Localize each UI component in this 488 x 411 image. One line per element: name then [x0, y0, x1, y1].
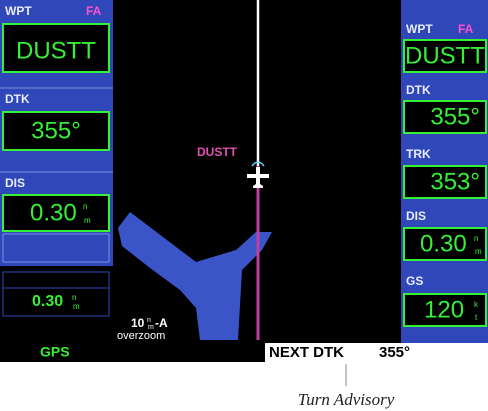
field-unit: m	[84, 216, 91, 225]
field-unit: n	[83, 202, 87, 211]
field-unit: k	[474, 300, 479, 309]
field-box	[2, 271, 110, 289]
caption: Turn Advisory	[298, 390, 395, 409]
field-unit: n	[474, 234, 478, 243]
field-box	[403, 100, 487, 134]
field-box	[403, 227, 487, 261]
field-flag: FA	[86, 4, 102, 18]
waypoint-symbol	[251, 161, 265, 167]
field-label: GS	[406, 274, 423, 288]
field-value: 0.30	[30, 199, 77, 226]
range: 10	[131, 316, 145, 330]
field-unit: t	[475, 313, 478, 322]
waypoint-label: DUSTT	[197, 145, 238, 159]
field-label: DIS	[406, 209, 426, 223]
range-unit: m	[148, 324, 154, 331]
field-box	[2, 194, 110, 232]
field-label: TRK	[406, 147, 431, 161]
range-suffix: -A	[155, 316, 168, 330]
message-value: 355°	[379, 344, 410, 361]
field-value: 0.30	[32, 293, 63, 310]
field-label: DTK	[406, 83, 431, 97]
range-unit: n	[147, 317, 151, 324]
field-flag: FA	[458, 22, 474, 36]
field-label: WPT	[406, 22, 433, 36]
field-value: DUSTT	[405, 42, 485, 69]
field-box	[2, 287, 110, 317]
field-value: 120	[424, 296, 464, 323]
field-box	[403, 293, 487, 327]
field-value: DUSTT	[16, 37, 96, 64]
field-box	[2, 23, 110, 73]
field-unit: m	[73, 302, 80, 311]
field-value: 355°	[430, 103, 480, 130]
field-unit: m	[475, 247, 482, 256]
aircraft	[247, 167, 269, 188]
map-mode: overzoom	[117, 330, 165, 342]
message-label: NEXT DTK	[269, 344, 344, 361]
field-box	[403, 165, 487, 199]
field-unit: n	[72, 293, 76, 302]
field-label: DTK	[5, 92, 30, 106]
status-mode: GPS	[40, 344, 70, 360]
empty-field	[2, 233, 110, 263]
terrain	[118, 212, 272, 340]
field-box	[403, 39, 487, 73]
field-box	[2, 111, 110, 151]
status-bar	[0, 343, 265, 362]
field-label: DIS	[5, 176, 25, 190]
field-value: 0.30	[420, 230, 467, 257]
field-value: 353°	[430, 168, 480, 195]
field-value: 355°	[31, 117, 81, 144]
field-label: WPT	[5, 4, 32, 18]
